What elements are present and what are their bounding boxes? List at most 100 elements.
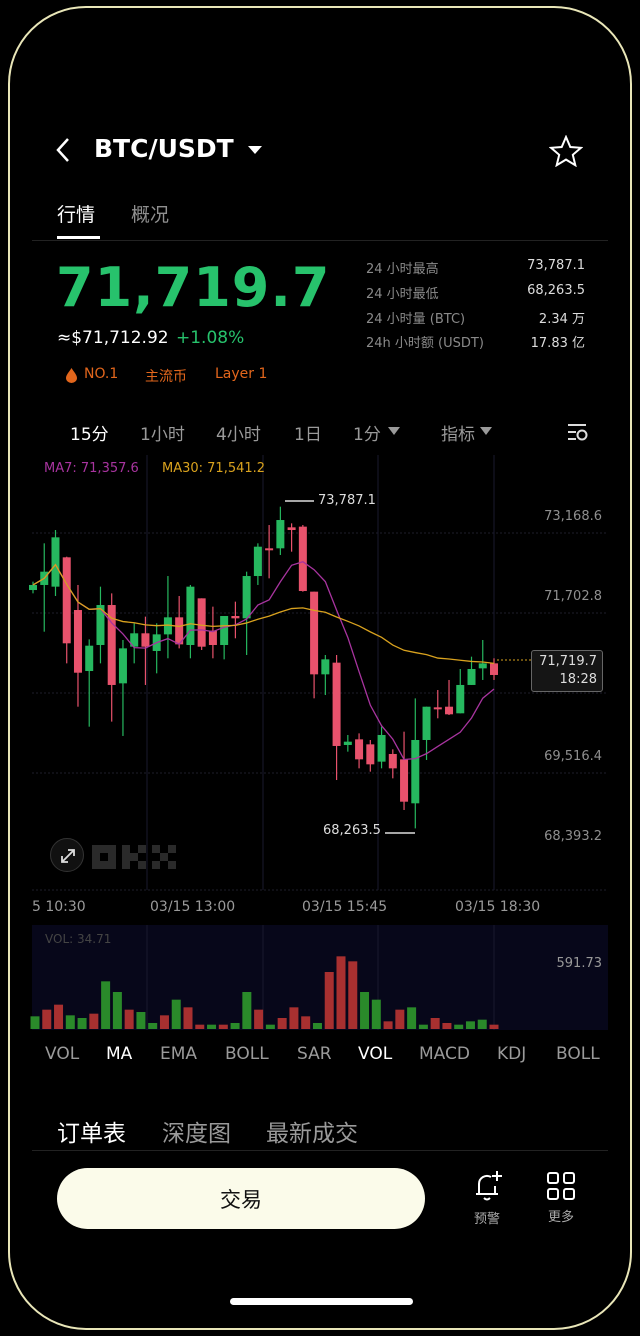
volume-bar <box>30 1016 40 1029</box>
caret-down-icon <box>480 427 492 435</box>
tab-trades[interactable]: 最新成交 <box>266 1121 358 1147</box>
candle-body <box>51 537 60 587</box>
tab-depth[interactable]: 深度图 <box>162 1121 231 1147</box>
last-price: 71,719.7 <box>56 256 331 319</box>
y-axis-label: 68,393.2 <box>544 829 602 844</box>
high-marker: 73,787.1 <box>318 493 376 508</box>
star-icon[interactable] <box>549 135 583 167</box>
current-price-tag: 71,719.7 18:28 <box>531 650 603 692</box>
tab-order-book[interactable]: 订单表 <box>57 1121 126 1147</box>
indicator-tab[interactable]: VOL <box>358 1044 393 1064</box>
stat-label: 24 小时最高 <box>366 262 439 277</box>
chevron-down-icon[interactable] <box>247 144 263 156</box>
candle-body <box>73 610 82 673</box>
candle-body <box>321 659 330 675</box>
candle-body <box>253 546 262 577</box>
tf-1h[interactable]: 1小时 <box>140 425 185 445</box>
candle-body <box>107 605 116 685</box>
candle-body <box>118 648 127 684</box>
tag-layer[interactable]: Layer 1 <box>215 366 268 382</box>
tf-15m[interactable]: 15分 <box>70 425 109 445</box>
volume-bar <box>301 1016 311 1029</box>
tab-market[interactable]: 行情 <box>57 204 96 226</box>
home-indicator[interactable] <box>230 1298 413 1305</box>
back-icon[interactable] <box>52 136 74 164</box>
indicator-tab[interactable]: BOLL <box>225 1044 269 1064</box>
tf-1d[interactable]: 1日 <box>294 425 322 445</box>
vol-axis-label: 591.73 <box>556 956 603 971</box>
indicator-menu[interactable]: 指标 <box>441 425 475 445</box>
chart-settings-icon[interactable] <box>566 422 590 442</box>
volume-bar <box>242 992 252 1029</box>
ma30-legend: MA30: 71,541.2 <box>162 461 266 476</box>
indicator-tab[interactable]: BOLL <box>556 1044 600 1064</box>
candle-body <box>478 663 487 669</box>
candle-body <box>62 557 71 644</box>
indicator-tab[interactable]: MACD <box>419 1044 470 1064</box>
candle-body <box>298 526 307 592</box>
stat-label: 24 小时最低 <box>366 287 439 302</box>
candle-body <box>388 753 397 769</box>
x-axis-label: 03/15 18:30 <box>455 899 541 915</box>
tab-overview[interactable]: 概况 <box>131 204 170 226</box>
volume-bar <box>54 1004 64 1029</box>
volume-bar <box>277 1018 287 1029</box>
volume-bar <box>230 1023 240 1029</box>
ma30-line <box>32 563 495 665</box>
usd-price: ≈$71,712.92 <box>57 328 169 348</box>
tf-1m[interactable]: 1分 <box>353 425 381 445</box>
ma7-line <box>32 561 495 761</box>
candle-body <box>163 617 172 635</box>
tab-underline <box>57 236 100 239</box>
x-axis-label: 03/15 13:00 <box>150 899 236 915</box>
volume-bar <box>207 1024 217 1029</box>
tf-4h[interactable]: 4小时 <box>216 425 261 445</box>
candlestick-chart[interactable] <box>0 0 640 1040</box>
candle-body <box>175 617 184 645</box>
volume-bar <box>77 1018 87 1029</box>
bell-plus-icon <box>476 1171 502 1201</box>
volume-bar <box>195 1024 205 1029</box>
candle-body <box>433 707 442 710</box>
candle-body <box>377 734 386 762</box>
candle-body <box>310 591 319 675</box>
candle-body <box>141 633 150 647</box>
device-frame <box>8 6 632 1330</box>
y-axis-label: 73,168.6 <box>544 509 602 524</box>
x-axis-label: 03/15 15:45 <box>302 899 388 915</box>
indicator-tab[interactable]: SAR <box>297 1044 332 1064</box>
indicator-tab[interactable]: EMA <box>160 1044 198 1064</box>
tag-category[interactable]: 主流币 <box>145 369 187 385</box>
volume-bar <box>171 999 181 1029</box>
candle-body <box>29 584 37 591</box>
volume-bar <box>454 1024 464 1029</box>
indicator-tab[interactable]: MA <box>106 1044 133 1064</box>
indicator-tab[interactable]: KDJ <box>497 1044 527 1064</box>
divider <box>32 240 608 241</box>
candle-countdown: 18:28 <box>559 672 597 687</box>
candle-body <box>197 598 206 647</box>
candle-body <box>490 663 498 675</box>
stat-label: 24 小时量 (BTC) <box>366 312 466 327</box>
candle-body <box>265 548 274 551</box>
tag-rank[interactable]: NO.1 <box>84 366 119 382</box>
alert-button[interactable]: 预警 <box>466 1168 508 1227</box>
more-button[interactable]: 更多 <box>540 1170 582 1225</box>
pair-title[interactable]: BTC/USDT <box>94 134 234 163</box>
okx-watermark-logo <box>92 845 176 869</box>
indicator-tab[interactable]: VOL <box>45 1044 80 1064</box>
y-axis-label: 69,516.4 <box>544 749 602 764</box>
candle-body <box>467 668 476 685</box>
candle-body <box>355 739 364 760</box>
volume-bar <box>89 1013 99 1029</box>
candle-body <box>130 633 139 647</box>
fullscreen-button[interactable] <box>50 838 84 872</box>
volume-bar <box>489 1024 499 1029</box>
trade-button[interactable]: 交易 <box>57 1168 425 1229</box>
stat-value: 68,263.5 <box>527 283 585 298</box>
stat-label: 24h 小时额 (USDT) <box>366 336 484 351</box>
volume-bar <box>101 981 111 1029</box>
current-price: 71,719.7 <box>539 654 597 669</box>
divider <box>32 1150 608 1151</box>
volume-bar <box>183 1007 193 1029</box>
